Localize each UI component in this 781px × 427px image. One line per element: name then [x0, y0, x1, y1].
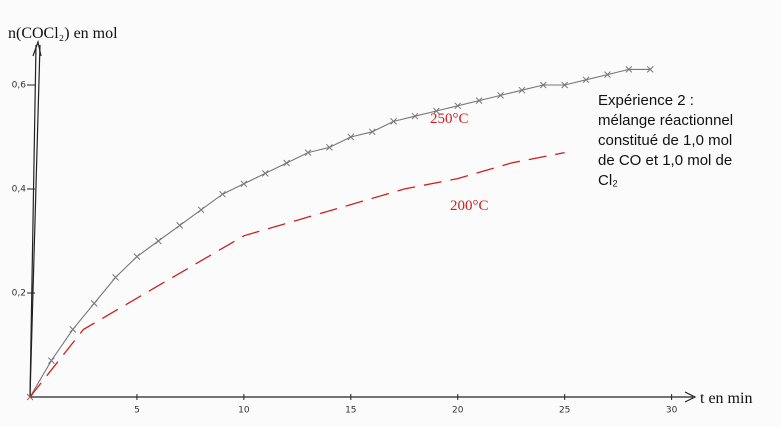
point-marker	[390, 118, 397, 125]
y-axis-label: n(COCl₂) en mol	[8, 25, 118, 42]
point-marker	[347, 133, 355, 141]
point-marker	[582, 76, 590, 84]
x-tick-label: 30	[666, 406, 678, 416]
x-tick-label: 20	[452, 406, 464, 416]
point-marker	[154, 237, 162, 245]
point-marker	[497, 92, 504, 99]
point-marker	[475, 97, 483, 104]
point-marker	[646, 66, 654, 73]
point-marker	[240, 180, 248, 188]
point-marker	[433, 107, 440, 115]
point-marker	[625, 66, 633, 73]
y-tick-label: 0,2	[12, 289, 26, 299]
point-marker	[197, 206, 205, 214]
x-tick-label: 10	[238, 406, 250, 416]
point-marker	[561, 81, 569, 89]
text-box-line: de CO et 1,0 mol de	[598, 152, 732, 169]
series-line	[29, 151, 565, 398]
point-marker	[368, 128, 376, 136]
x-tick-label: 15	[345, 406, 356, 416]
series-line	[29, 68, 651, 398]
series-label: 200°C	[450, 198, 489, 214]
point-marker	[326, 144, 333, 151]
text-box-line: Cl₂	[598, 172, 618, 189]
point-marker	[133, 253, 141, 260]
x-arrow	[684, 391, 697, 403]
point-marker	[90, 300, 98, 307]
x-axis-label: t en min	[700, 390, 752, 407]
point-marker	[539, 81, 547, 89]
text-box-line: constitué de 1,0 mol	[598, 132, 732, 149]
point-marker	[48, 357, 55, 364]
text-box-line: Expérience 2 :	[598, 92, 694, 109]
series-label: 250°C	[430, 111, 469, 127]
point-marker	[283, 159, 290, 167]
point-marker	[604, 71, 611, 78]
y-arrow	[32, 39, 42, 57]
point-marker	[112, 274, 119, 281]
point-marker	[176, 222, 184, 229]
point-marker	[261, 170, 269, 177]
point-marker	[518, 86, 526, 94]
text-box-line: mélange réactionnel	[598, 112, 733, 129]
y-axis	[29, 44, 37, 398]
point-marker	[411, 112, 419, 120]
y-tick-label: 0,4	[12, 185, 27, 195]
x-tick-label: 5	[134, 406, 140, 416]
point-marker	[304, 149, 312, 156]
point-marker	[69, 326, 77, 333]
y-tick-label: 0,6	[12, 81, 27, 91]
x-tick-label: 25	[559, 406, 570, 416]
text-box: Expérience 2 : mélange réactionnel constit…	[598, 92, 733, 189]
y-axis	[29, 44, 41, 398]
point-marker	[219, 190, 226, 198]
point-marker	[454, 102, 462, 110]
